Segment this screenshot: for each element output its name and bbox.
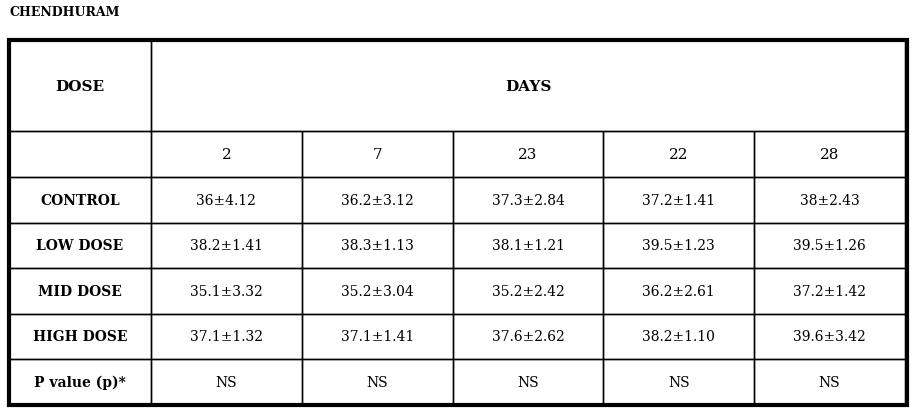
Text: NS: NS bbox=[518, 375, 539, 389]
Text: 38.3±1.13: 38.3±1.13 bbox=[341, 239, 414, 253]
Text: 28: 28 bbox=[820, 148, 839, 162]
Text: HIGH DOSE: HIGH DOSE bbox=[33, 330, 127, 344]
Bar bbox=[604, 268, 754, 314]
Text: 39.5±1.23: 39.5±1.23 bbox=[642, 239, 715, 253]
Bar bbox=[754, 268, 905, 314]
Text: 38.2±1.41: 38.2±1.41 bbox=[190, 239, 263, 253]
Bar bbox=[453, 268, 604, 314]
Text: 37.2±1.41: 37.2±1.41 bbox=[642, 193, 715, 207]
Text: DOSE: DOSE bbox=[56, 80, 104, 94]
Bar bbox=[151, 359, 301, 405]
Bar bbox=[151, 41, 905, 132]
Text: NS: NS bbox=[668, 375, 690, 389]
Text: CHENDHURAM: CHENDHURAM bbox=[9, 6, 119, 19]
Bar bbox=[604, 178, 754, 223]
Text: NS: NS bbox=[819, 375, 841, 389]
Text: NS: NS bbox=[215, 375, 237, 389]
Text: 37.3±2.84: 37.3±2.84 bbox=[492, 193, 564, 207]
Text: 36.2±2.61: 36.2±2.61 bbox=[642, 284, 715, 298]
Text: 35.1±3.32: 35.1±3.32 bbox=[190, 284, 263, 298]
Bar bbox=[301, 359, 453, 405]
Bar bbox=[9, 41, 151, 132]
Text: 22: 22 bbox=[669, 148, 689, 162]
Bar bbox=[151, 132, 301, 178]
Text: 36.2±3.12: 36.2±3.12 bbox=[341, 193, 414, 207]
Bar bbox=[301, 268, 453, 314]
Text: MID DOSE: MID DOSE bbox=[38, 284, 122, 298]
Bar bbox=[754, 178, 905, 223]
Text: 7: 7 bbox=[373, 148, 382, 162]
Bar bbox=[604, 359, 754, 405]
Text: 23: 23 bbox=[518, 148, 538, 162]
Bar bbox=[604, 223, 754, 268]
Text: LOW DOSE: LOW DOSE bbox=[37, 239, 124, 253]
Bar bbox=[301, 178, 453, 223]
Bar bbox=[754, 223, 905, 268]
Bar bbox=[604, 314, 754, 359]
Bar bbox=[754, 359, 905, 405]
Bar bbox=[754, 132, 905, 178]
Bar bbox=[9, 314, 151, 359]
Text: 37.6±2.62: 37.6±2.62 bbox=[492, 330, 564, 344]
Bar bbox=[9, 41, 907, 405]
Text: 35.2±3.04: 35.2±3.04 bbox=[341, 284, 414, 298]
Text: 37.1±1.41: 37.1±1.41 bbox=[341, 330, 414, 344]
Bar bbox=[151, 268, 301, 314]
Bar bbox=[301, 314, 453, 359]
Text: NS: NS bbox=[366, 375, 388, 389]
Bar bbox=[9, 132, 151, 178]
Bar bbox=[151, 314, 301, 359]
Bar bbox=[453, 359, 604, 405]
Text: 38.1±1.21: 38.1±1.21 bbox=[492, 239, 564, 253]
Text: DAYS: DAYS bbox=[505, 80, 551, 94]
Bar bbox=[301, 132, 453, 178]
Bar bbox=[453, 314, 604, 359]
Text: 35.2±2.42: 35.2±2.42 bbox=[492, 284, 564, 298]
Bar bbox=[151, 178, 301, 223]
Text: 36±4.12: 36±4.12 bbox=[196, 193, 256, 207]
Bar bbox=[453, 223, 604, 268]
Text: 37.1±1.32: 37.1±1.32 bbox=[190, 330, 263, 344]
Bar bbox=[9, 223, 151, 268]
Bar bbox=[453, 132, 604, 178]
Text: CONTROL: CONTROL bbox=[40, 193, 120, 207]
Bar bbox=[9, 178, 151, 223]
Text: 39.6±3.42: 39.6±3.42 bbox=[793, 330, 866, 344]
Bar bbox=[453, 178, 604, 223]
Text: 38.2±1.10: 38.2±1.10 bbox=[642, 330, 715, 344]
Text: 39.5±1.26: 39.5±1.26 bbox=[793, 239, 866, 253]
Bar bbox=[9, 268, 151, 314]
Bar bbox=[754, 314, 905, 359]
Text: P value (p)*: P value (p)* bbox=[34, 375, 126, 389]
Text: 38±2.43: 38±2.43 bbox=[800, 193, 859, 207]
Bar bbox=[301, 223, 453, 268]
Bar bbox=[604, 132, 754, 178]
Text: 2: 2 bbox=[222, 148, 231, 162]
Bar bbox=[9, 359, 151, 405]
Bar bbox=[151, 223, 301, 268]
Text: 37.2±1.42: 37.2±1.42 bbox=[793, 284, 867, 298]
